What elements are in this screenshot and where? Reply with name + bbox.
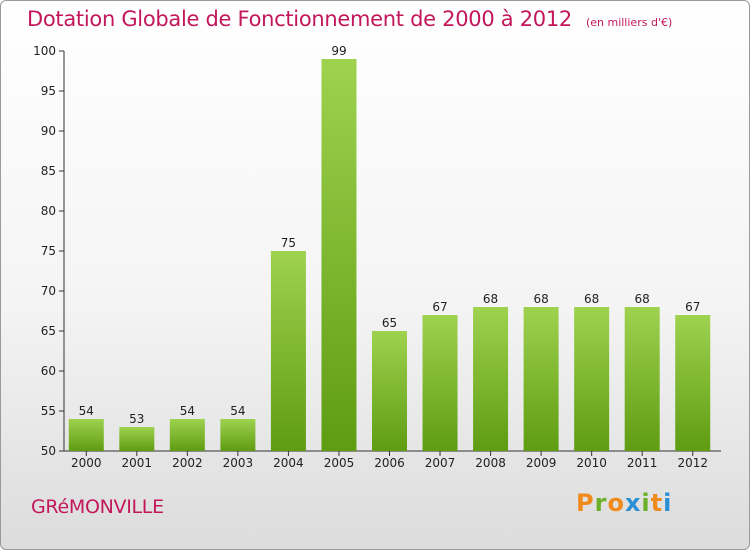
bar [169, 419, 205, 451]
bar [675, 315, 711, 451]
bar-value-label: 67 [685, 300, 700, 314]
x-tick-label: 2012 [677, 456, 708, 470]
y-tick-label: 80 [41, 204, 56, 218]
bar-value-label: 54 [230, 404, 245, 418]
x-tick-label: 2000 [71, 456, 102, 470]
y-tick-label: 55 [41, 404, 56, 418]
chart-title-block: Dotation Globale de Fonctionnement de 20… [27, 7, 672, 31]
logo-letter: r [594, 489, 608, 517]
bar-value-label: 54 [79, 404, 94, 418]
bar [473, 307, 509, 451]
bar [270, 251, 306, 451]
y-tick-label: 60 [41, 364, 56, 378]
proxiti-logo: Proxiti [576, 489, 672, 517]
bar-value-label: 67 [432, 300, 447, 314]
x-tick-label: 2007 [425, 456, 456, 470]
chart-title: Dotation Globale de Fonctionnement de 20… [27, 7, 572, 31]
bar-value-label: 99 [331, 44, 346, 58]
bar [220, 419, 256, 451]
y-tick-label: 95 [41, 84, 56, 98]
logo-letter: i [663, 489, 673, 517]
bar-value-label: 53 [129, 412, 144, 426]
bar-value-label: 75 [281, 236, 296, 250]
x-tick-label: 2004 [273, 456, 304, 470]
bar-chart: 50 55 60 65 70 75 80 85 90 95 100 2000 2001 2002 2003 2… [33, 44, 721, 470]
x-tick-label: 2003 [223, 456, 254, 470]
x-tick-label: 2001 [122, 456, 153, 470]
x-tick-label: 2009 [526, 456, 557, 470]
bar-value-label: 68 [483, 292, 498, 306]
bar [68, 419, 104, 451]
bar [119, 427, 155, 451]
logo-letter: i [641, 489, 651, 517]
bar-value-label: 68 [584, 292, 599, 306]
bar [624, 307, 660, 451]
y-tick-label: 65 [41, 324, 56, 338]
bar-value-label: 68 [635, 292, 650, 306]
y-tick-label: 50 [41, 444, 56, 458]
logo-letter: o [607, 489, 625, 517]
y-tick-label: 75 [41, 244, 56, 258]
bar [523, 307, 559, 451]
chart-bars: 54 53 54 54 75 99 65 67 68 68 68 68 67 [68, 44, 711, 451]
x-tick-label: 2002 [172, 456, 203, 470]
logo-letter: t [650, 489, 664, 517]
x-tick-label: 2008 [475, 456, 506, 470]
chart-axes: 50 55 60 65 70 75 80 85 90 95 100 2000 2001 2002 2003 2… [33, 44, 721, 470]
bar [321, 59, 357, 451]
x-tick-label: 2010 [576, 456, 607, 470]
x-tick-label: 2011 [627, 456, 658, 470]
bar-value-label: 65 [382, 316, 397, 330]
bar [422, 315, 458, 451]
y-tick-label: 85 [41, 164, 56, 178]
logo-letter: x [624, 489, 642, 517]
bar-value-label: 54 [180, 404, 195, 418]
chart-unit: (en milliers d'€) [585, 16, 673, 29]
y-tick-label: 100 [33, 44, 56, 58]
x-tick-label: 2005 [324, 456, 355, 470]
x-tick-label: 2006 [374, 456, 405, 470]
bar [372, 331, 407, 451]
bar-value-label: 68 [533, 292, 548, 306]
bar [574, 307, 610, 451]
logo-letter: P [576, 489, 595, 517]
y-tick-label: 70 [41, 284, 56, 298]
y-tick-label: 90 [41, 124, 56, 138]
commune-name: GRéMONVILLE [31, 496, 164, 518]
